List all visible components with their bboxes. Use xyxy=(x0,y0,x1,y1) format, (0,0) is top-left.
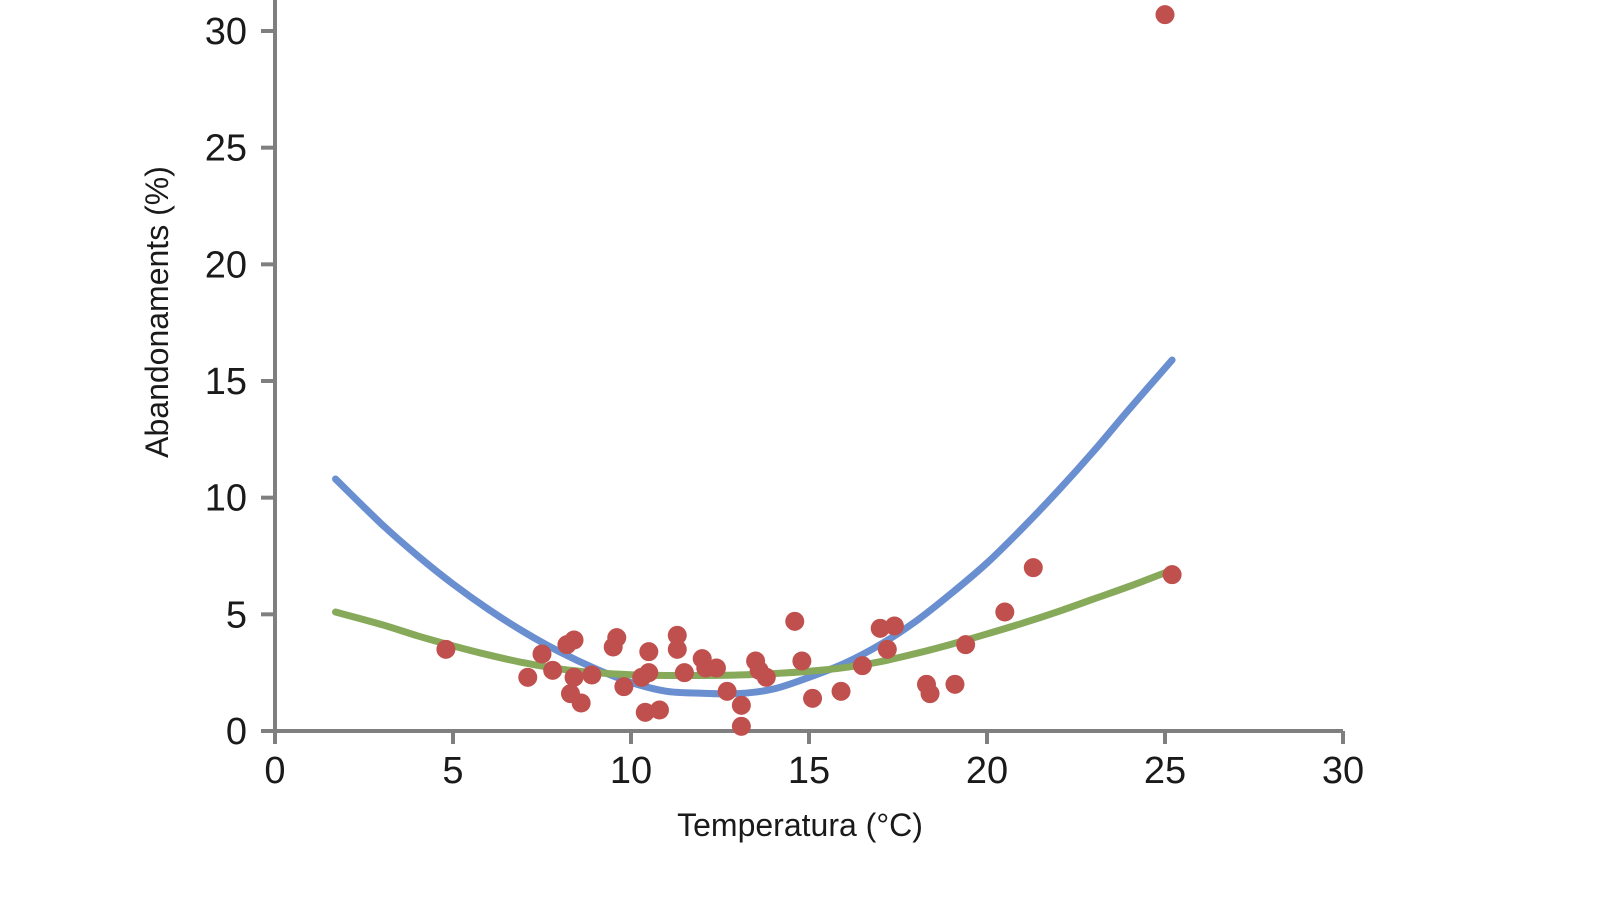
data-point xyxy=(667,625,687,645)
fit-curves xyxy=(332,356,1176,698)
data-point xyxy=(635,702,655,722)
data-point xyxy=(1155,5,1175,25)
y-tick-label: 10 xyxy=(205,478,247,520)
data-point xyxy=(956,635,976,655)
data-point xyxy=(717,681,737,701)
data-point xyxy=(945,674,965,694)
data-point xyxy=(564,630,584,650)
data-point xyxy=(1023,558,1043,578)
data-point xyxy=(1162,565,1182,585)
data-point xyxy=(436,639,456,659)
data-point xyxy=(667,639,687,659)
y-tick-label: 15 xyxy=(205,361,247,403)
data-point xyxy=(607,628,627,648)
data-point xyxy=(674,663,694,683)
y-tick-label: 0 xyxy=(226,711,247,753)
data-point xyxy=(564,667,584,687)
y-tick-label: 5 xyxy=(226,594,247,636)
y-axis-title: Abandonaments (%) xyxy=(139,166,175,458)
fit-curve-blue xyxy=(332,356,1176,698)
data-point xyxy=(884,616,904,636)
data-points xyxy=(436,5,1182,736)
data-point xyxy=(639,642,659,662)
data-point xyxy=(532,644,552,664)
data-point xyxy=(571,693,591,713)
data-point xyxy=(639,663,659,683)
data-point xyxy=(877,639,897,659)
data-point xyxy=(870,618,890,638)
y-tick-label: 20 xyxy=(205,244,247,286)
data-point xyxy=(803,688,823,708)
data-point xyxy=(995,602,1015,622)
x-tick-label: 15 xyxy=(788,750,830,792)
axes xyxy=(261,0,1345,744)
data-point xyxy=(649,700,669,720)
x-tick-label: 10 xyxy=(610,750,652,792)
data-point xyxy=(614,677,634,697)
data-point xyxy=(731,695,751,715)
tick-labels: 0 5 10 15 20 25 30 0 5 10 15 20 25 30 xyxy=(205,11,1364,792)
data-point xyxy=(731,716,751,736)
data-point xyxy=(785,611,805,631)
y-tick-label: 30 xyxy=(205,11,247,53)
x-axis-title: Temperatura (°C) xyxy=(677,807,923,843)
data-point xyxy=(792,651,812,671)
data-point xyxy=(831,681,851,701)
x-tick-label: 30 xyxy=(1322,750,1364,792)
data-point xyxy=(920,684,940,704)
data-point xyxy=(706,658,726,678)
data-point xyxy=(582,665,602,685)
data-point xyxy=(852,656,872,676)
x-tick-label: 5 xyxy=(442,750,463,792)
data-point xyxy=(518,667,538,687)
x-tick-label: 0 xyxy=(264,750,285,792)
x-tick-label: 20 xyxy=(966,750,1008,792)
data-point xyxy=(543,660,563,680)
data-point xyxy=(756,667,776,687)
x-tick-label: 25 xyxy=(1144,750,1186,792)
y-tick-label: 25 xyxy=(205,128,247,170)
